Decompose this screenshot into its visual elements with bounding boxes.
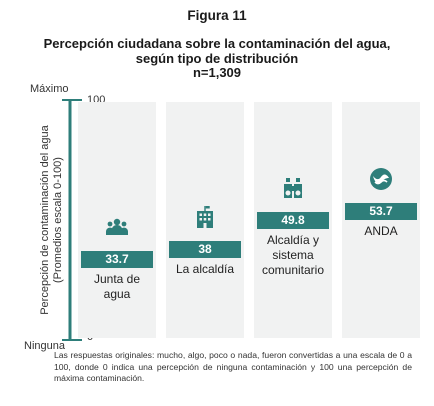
category-label-line: La alcaldía — [175, 261, 235, 276]
category-label: La alcaldía — [166, 262, 244, 277]
category-label: ANDA — [342, 224, 420, 239]
category-label-line: comunitario — [261, 263, 325, 278]
category-label-line: Alcaldía y — [266, 233, 320, 248]
data-label: 53.7 — [345, 203, 417, 221]
category-label: Junta de agua — [78, 272, 156, 302]
data-label: 38 — [169, 240, 241, 258]
category-label: Alcaldía y sistema comunitario — [254, 233, 332, 278]
axis-max-label: Máximo — [30, 83, 69, 95]
group-icon — [105, 215, 129, 239]
category-label-line: agua — [103, 287, 131, 302]
figure-sample-size: n=1,309 — [192, 65, 242, 80]
data-label: 33.7 — [81, 251, 153, 269]
footnote: Las respuestas originales: mucho, algo, … — [54, 350, 412, 383]
axis-min-label: Ninguna — [24, 340, 65, 352]
figure-title-line2: según tipo de distribución — [135, 51, 299, 66]
category-label-line: Junta de — [93, 272, 141, 287]
category-label-line: sistema — [272, 248, 314, 263]
figure-number: Figura 11 — [187, 8, 247, 23]
data-label: 49.8 — [257, 212, 329, 230]
category-label-line: ANDA — [364, 224, 398, 239]
binoculars-icon — [281, 176, 305, 200]
anda-logo-icon — [369, 167, 393, 191]
building-icon — [193, 205, 217, 229]
figure-title-line1: Percepción ciudadana sobre la contaminac… — [43, 36, 391, 51]
